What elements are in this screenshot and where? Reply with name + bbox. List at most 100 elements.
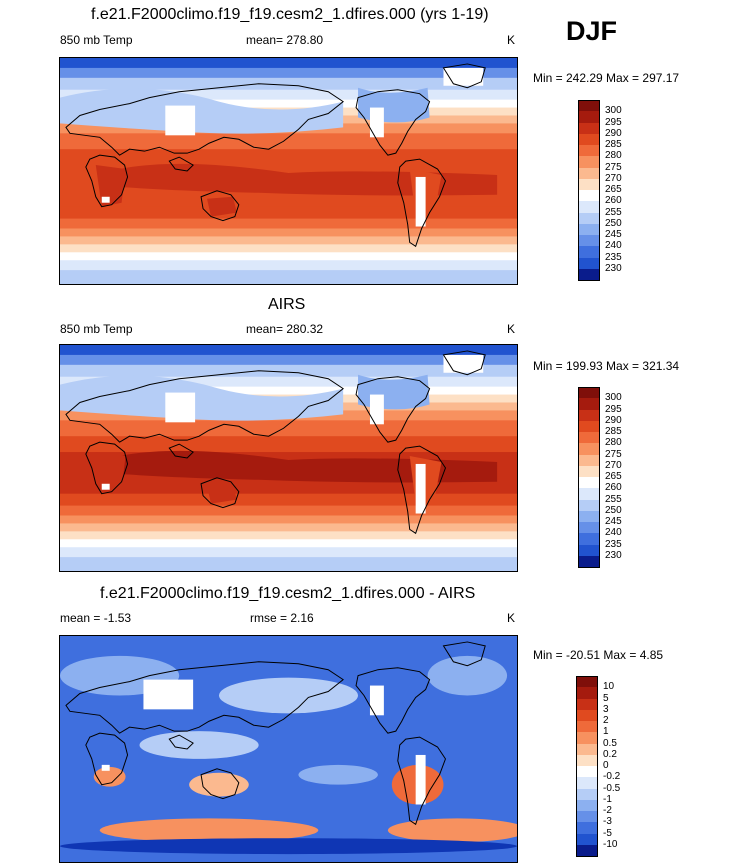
- colorbar-swatch: [578, 156, 600, 168]
- panel-3-colorbar: 10 5 3 2 1 0.5 0.2 0 -0.2 -0.5 -1 -2 -3 -5 -10: [576, 676, 636, 857]
- temperature-band: [60, 531, 517, 541]
- temperature-band: [60, 557, 517, 571]
- difference-region: [218, 677, 359, 714]
- colorbar-tick-label: 240: [605, 527, 622, 539]
- colorbar-tick-label: 235: [605, 538, 622, 550]
- colorbar-tick-label: 275: [605, 161, 622, 173]
- colorbar-swatch: [578, 555, 600, 568]
- temperature-band: [60, 364, 517, 378]
- continent-outline: [65, 661, 344, 734]
- panel-1-variable-label: 850 mb Temp: [60, 33, 133, 47]
- missing-data: [369, 394, 384, 425]
- colorbar-tick-label: 280: [605, 437, 622, 449]
- missing-data: [101, 196, 110, 203]
- continent-outline: [442, 641, 486, 667]
- colorbar-tick-label: 250: [605, 217, 622, 229]
- continent-outline: [397, 445, 447, 535]
- panel-3-map: [59, 635, 518, 863]
- colorbar-swatch: [576, 754, 598, 767]
- temperature-band: [60, 345, 517, 356]
- panel-3-title: f.e21.F2000climo.f19_f19.cesm2_1.dfires.…: [100, 585, 476, 602]
- panel-1-map-graphic: [60, 58, 517, 284]
- panel-1-minmax-label: Min = 242.29 Max = 297.17: [533, 71, 680, 85]
- continent-outline: [200, 477, 240, 509]
- continent-outline: [397, 736, 447, 826]
- colorbar-swatch: [578, 387, 600, 399]
- colorbar-swatch: [578, 100, 600, 112]
- colorbar-tick-label: 0.2: [603, 748, 617, 760]
- colorbar-swatch: [578, 268, 600, 281]
- colorbar-tick-label: 285: [605, 426, 622, 437]
- continent-outline: [168, 443, 194, 459]
- panel-1-title: f.e21.F2000climo.f19_f19.cesm2_1.dfires.…: [91, 6, 489, 23]
- panel-2-units-label: K: [507, 322, 516, 336]
- colorbar-swatch: [576, 732, 598, 744]
- temperature-band: [60, 547, 517, 559]
- continent-outline: [85, 732, 129, 786]
- temperature-patch: [95, 452, 126, 494]
- missing-data: [369, 107, 384, 138]
- colorbar-swatch: [578, 432, 600, 444]
- colorbar-swatch: [578, 111, 600, 123]
- colorbar-tick-label: 290: [605, 127, 622, 139]
- colorbar-swatch: [578, 443, 600, 455]
- temperature-band: [60, 523, 517, 533]
- colorbar-swatch: [578, 212, 600, 225]
- temperature-patch: [119, 450, 498, 483]
- temperature-band: [60, 99, 517, 109]
- continent-outline: [355, 89, 431, 156]
- temperature-band: [60, 515, 517, 525]
- temperature-band: [60, 420, 517, 438]
- panel-2-colorbar: 300 295 290 285 280 275 270 265 260 255 250 245 240 2…: [578, 387, 638, 568]
- missing-data: [415, 463, 426, 514]
- colorbar-swatch: [576, 777, 598, 789]
- colorbar-tick-label: -10: [603, 838, 618, 850]
- continent-outline: [397, 158, 447, 248]
- colorbar-swatch: [576, 743, 598, 756]
- colorbar-tick-label: 270: [605, 459, 622, 471]
- colorbar-swatch: [578, 133, 600, 146]
- panel-3-mean-label: mean = -1.53: [60, 611, 132, 625]
- temperature-band: [60, 89, 517, 101]
- missing-data: [443, 354, 484, 373]
- colorbar-swatch: [578, 235, 600, 247]
- temperature-patch: [207, 196, 237, 217]
- panel-1-colorbar: 300 295 290 285 280 275 270 265 260 255 250 245 240 2…: [578, 100, 638, 281]
- colorbar-swatch: [578, 510, 600, 523]
- colorbar-tick-label: 5: [603, 692, 609, 704]
- panel-3-map-graphic: [60, 636, 517, 862]
- colorbar-tick-label: 275: [605, 448, 622, 460]
- colorbar-swatch: [578, 190, 600, 202]
- colorbar-swatch: [578, 246, 600, 258]
- colorbar-tick-label: 300: [605, 105, 622, 117]
- continent-outline: [200, 768, 240, 800]
- continent-outline: [85, 154, 129, 208]
- colorbar-swatch: [576, 844, 598, 857]
- temperature-patch: [60, 375, 344, 421]
- colorbar-tick-label: 265: [605, 184, 622, 195]
- difference-region: [139, 731, 259, 759]
- panel-1-mean-label: mean= 278.80: [246, 33, 324, 47]
- difference-region: [298, 764, 378, 785]
- colorbar-tick-label: -3: [603, 816, 612, 828]
- colorbar-tick-label: 1: [603, 726, 609, 738]
- colorbar-swatch: [576, 698, 598, 711]
- colorbar-tick-label: 235: [605, 251, 622, 263]
- temperature-patch: [207, 483, 237, 504]
- temperature-band: [60, 354, 517, 366]
- panel-2-mean-label: mean= 280.32: [246, 322, 324, 336]
- colorbar-tick-label: 295: [605, 116, 622, 128]
- colorbar-tick-label: 255: [605, 206, 622, 218]
- colorbar-tick-label: 260: [605, 195, 622, 207]
- panel-3-rmse-label: rmse = 2.16: [250, 611, 314, 625]
- colorbar-swatch: [578, 122, 600, 135]
- continent-outline: [65, 83, 344, 156]
- colorbar-swatch: [576, 799, 598, 812]
- continent-outline: [442, 63, 486, 89]
- colorbar-tick-label: 290: [605, 414, 622, 426]
- colorbar-swatch: [578, 488, 600, 500]
- colorbar-swatch: [578, 420, 600, 433]
- colorbar-swatch: [578, 454, 600, 467]
- panel-3-minmax-label: Min = -20.51 Max = 4.85: [533, 648, 664, 662]
- temperature-band: [60, 493, 517, 507]
